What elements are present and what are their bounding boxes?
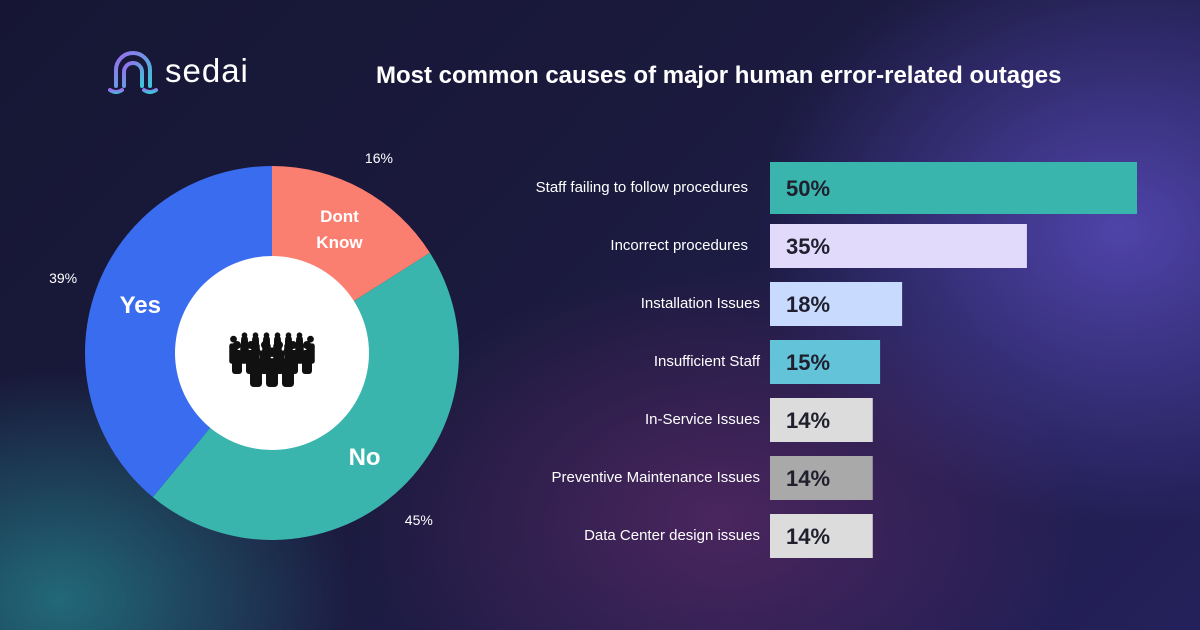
person-head bbox=[252, 335, 259, 343]
person-head bbox=[251, 347, 261, 358]
person-body bbox=[266, 358, 278, 387]
bar-value-label: 14% bbox=[786, 466, 830, 491]
person-head bbox=[275, 341, 283, 349]
bar-value-label: 35% bbox=[786, 234, 830, 259]
crowd-icon bbox=[229, 332, 315, 387]
slice-label: No bbox=[348, 444, 381, 471]
bar-value-label: 14% bbox=[786, 524, 830, 549]
person-head bbox=[283, 347, 293, 358]
bar-category-label: Installation Issues bbox=[640, 295, 760, 312]
person-body bbox=[282, 358, 294, 387]
slice-label: Dont Know bbox=[316, 207, 363, 253]
person-head bbox=[261, 341, 269, 349]
bar-category-label: Incorrect procedures bbox=[610, 237, 748, 254]
bar-value-label: 18% bbox=[786, 292, 830, 317]
bar bbox=[770, 340, 881, 384]
person-head bbox=[307, 335, 314, 343]
bar-category-label: Data Center design issues bbox=[584, 527, 760, 544]
bar bbox=[770, 456, 873, 500]
bar-category-label: Insufficient Staff bbox=[653, 353, 760, 370]
person-head bbox=[233, 341, 241, 349]
person-head bbox=[285, 335, 292, 343]
slice-value-label: 45% bbox=[404, 511, 433, 528]
person-head bbox=[267, 347, 277, 358]
bar-value-label: 15% bbox=[786, 350, 830, 375]
bar-category-label: Preventive Maintenance Issues bbox=[551, 469, 760, 486]
bar-value-label: 14% bbox=[786, 408, 830, 433]
person-body bbox=[250, 358, 262, 387]
bar bbox=[770, 282, 903, 326]
chart-title: Most common causes of major human error-… bbox=[376, 62, 1062, 89]
person-body bbox=[232, 350, 242, 374]
bar-value-label: 50% bbox=[786, 176, 830, 201]
person-head bbox=[247, 341, 255, 349]
person-head bbox=[230, 335, 237, 343]
slice-value-label: 39% bbox=[49, 269, 78, 286]
bar-category-label: Staff failing to follow procedures bbox=[535, 179, 748, 196]
person-head bbox=[296, 335, 303, 343]
slice-label: Yes bbox=[119, 291, 161, 319]
bar bbox=[770, 162, 1137, 214]
logo-icon bbox=[108, 51, 158, 94]
person-head bbox=[289, 341, 297, 349]
person-head bbox=[263, 335, 270, 343]
person-body bbox=[302, 350, 312, 374]
slice-value-label: 16% bbox=[364, 150, 393, 167]
person-head bbox=[303, 341, 311, 349]
person-head bbox=[274, 335, 281, 343]
bar bbox=[770, 398, 873, 442]
bar-category-label: In-Service Issues bbox=[644, 411, 760, 428]
logo-text: sedai bbox=[165, 52, 249, 89]
person-head bbox=[241, 335, 248, 343]
bar bbox=[770, 224, 1027, 268]
bar bbox=[770, 514, 873, 558]
